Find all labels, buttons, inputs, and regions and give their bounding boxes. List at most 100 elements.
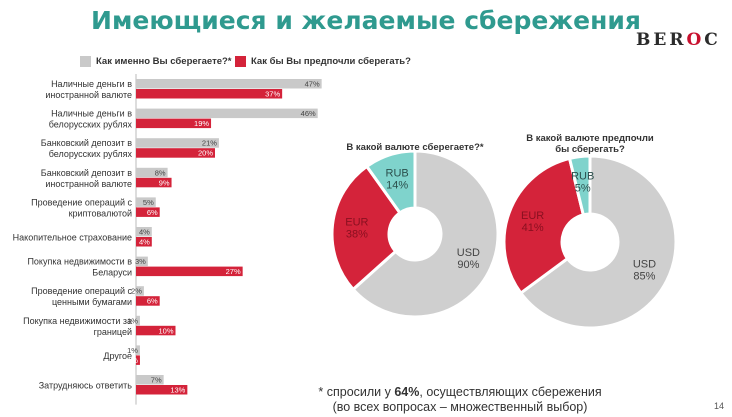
bar-preferred [136, 237, 152, 247]
footnote-text: , осуществляющих сбережения [419, 385, 602, 399]
bar-value-label: 7% [151, 376, 162, 385]
pie-title-preferred: В какой валюте предпочли бы сберегать? [526, 133, 654, 155]
bar-value-label: 46% [301, 109, 316, 118]
category-label: Банковский депозит в [41, 168, 132, 178]
bar-preferred [136, 118, 212, 129]
bar-preferred [136, 296, 160, 306]
category-label: криптовалютой [69, 208, 132, 218]
donut-slice-rub [567, 154, 592, 217]
category-label: иностранной валюте [45, 179, 132, 189]
donut-slice-usd [351, 149, 500, 319]
donut-slice-rub [364, 149, 417, 215]
category-label: Наличные деньги в [51, 109, 132, 119]
footnote-line-1: * спросили у 64%, осуществляющих сбереже… [300, 385, 620, 400]
slice-name-label: EUR [521, 210, 544, 222]
bar-value-label: 1% [127, 356, 138, 365]
bar-current [136, 227, 152, 237]
bar-value-label: 1% [127, 316, 138, 325]
donut-slice-eur [502, 156, 586, 296]
legend-preferred: Как бы Вы предпочли сберегать? [235, 56, 411, 67]
category-label: Банковский депозит в [41, 138, 132, 148]
bar-current [136, 79, 322, 89]
bar-current [136, 375, 164, 385]
legend-swatch-red [235, 56, 246, 67]
bar-current [136, 138, 219, 148]
slice-name-label: EUR [345, 217, 368, 229]
bar-value-label: 47% [305, 80, 320, 89]
slice-name-label: RUB [571, 170, 594, 182]
category-label: границей [94, 327, 132, 337]
donut-slice-eur [330, 164, 402, 292]
bar-value-label: 9% [159, 178, 170, 187]
bar-value-label: 5% [143, 198, 154, 207]
category-label: белорусских рублях [49, 149, 133, 159]
bar-value-label: 19% [194, 119, 209, 128]
legend-label-preferred: Как бы Вы предпочли сберегать? [251, 56, 411, 67]
bar-value-label: 8% [155, 168, 166, 177]
bar-value-label: 6% [147, 208, 158, 217]
category-label: Покупка недвижимости за [23, 316, 132, 326]
legend-current: Как именно Вы сберегаете?* [80, 56, 232, 67]
slice-value-label: 14% [386, 179, 408, 191]
bar-value-label: 13% [170, 386, 185, 395]
bar-preferred [136, 266, 243, 277]
category-label: ценными бумагами [52, 297, 132, 307]
bar-value-label: 1% [127, 346, 138, 355]
category-label: Беларуси [92, 268, 132, 278]
bar-preferred [136, 177, 172, 188]
bar-value-label: 4% [139, 228, 150, 237]
legend-label-current: Как именно Вы сберегаете?* [96, 56, 232, 67]
category-label: Наличные деньги в [51, 79, 132, 89]
category-label: Накопительное страхование [13, 233, 132, 243]
beroc-logo: BEROC [636, 30, 721, 50]
category-label: Проведение операций с [31, 197, 132, 207]
legend-swatch-gray [80, 56, 91, 67]
bar-value-label: 2% [131, 287, 142, 296]
bar-preferred [136, 148, 215, 158]
slice-name-label: USD [457, 247, 480, 259]
page-number: 14 [714, 401, 725, 411]
bar-current [136, 108, 318, 119]
bar-current [136, 286, 144, 296]
bar-value-label: 10% [158, 326, 173, 335]
footnote-highlight: 64% [394, 385, 420, 399]
slice-name-label: RUB [386, 167, 409, 179]
bar-value-label: 20% [198, 149, 213, 158]
bar-current [136, 167, 168, 178]
category-label: Покупка недвижимости в [27, 257, 132, 267]
logo-part: C [704, 30, 721, 50]
bar-preferred [136, 207, 160, 217]
bar-current [136, 256, 148, 267]
bar-current [136, 315, 140, 326]
slice-value-label: 5% [575, 182, 591, 194]
bar-current [136, 197, 156, 207]
footnote-line-2: (во всех вопросах – множественный выбор) [332, 400, 588, 414]
footnote: * спросили у 64%, осуществляющих сбереже… [300, 385, 620, 415]
category-label: иностранной валюте [45, 90, 132, 100]
bar-value-label: 21% [202, 139, 217, 148]
footnote-text: * спросили у [318, 385, 395, 399]
bar-preferred [136, 355, 140, 365]
bar-preferred [136, 325, 176, 336]
donut-slice-usd [518, 154, 678, 330]
bar-value-label: 27% [226, 267, 241, 276]
bar-value-label: 4% [139, 238, 150, 247]
category-label: Затрудняюсь ответить [39, 381, 133, 391]
slice-value-label: 85% [633, 270, 655, 282]
slice-value-label: 38% [346, 229, 368, 241]
category-label: Проведение операций с [31, 286, 132, 296]
category-label: Другое [103, 351, 132, 361]
bar-value-label: 37% [265, 90, 280, 99]
slice-value-label: 90% [457, 259, 479, 271]
logo-accent: O [686, 30, 705, 50]
bar-preferred [136, 385, 188, 395]
slide-title: Имеющиеся и желаемые сбережения [91, 6, 641, 35]
bar-preferred [136, 89, 283, 99]
bar-current [136, 345, 140, 355]
category-label: белорусских рублях [49, 120, 133, 130]
pie-title-current: В какой валюте сберегаете?* [346, 142, 484, 153]
slice-value-label: 41% [522, 222, 544, 234]
bar-value-label: 6% [147, 297, 158, 306]
slice-name-label: USD [633, 258, 656, 270]
